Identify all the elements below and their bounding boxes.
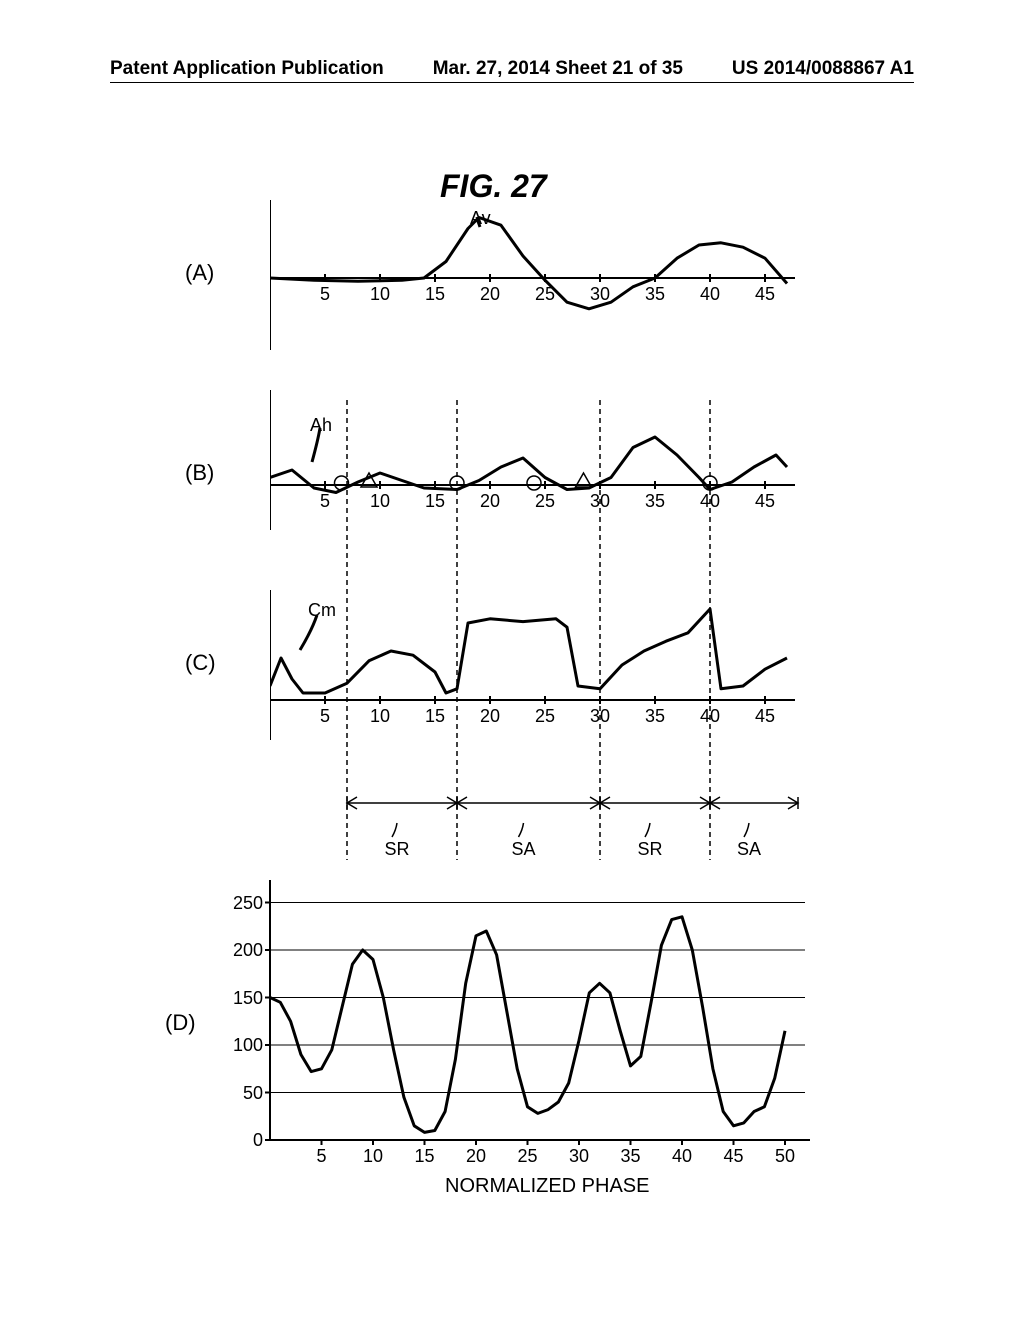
svg-text:15: 15 <box>425 706 445 726</box>
svg-text:30: 30 <box>590 706 610 726</box>
svg-text:30: 30 <box>590 491 610 511</box>
header-center: Mar. 27, 2014 Sheet 21 of 35 <box>433 58 683 80</box>
panel-D-ytick-label: 150 <box>225 988 263 1009</box>
header-right: US 2014/0088867 A1 <box>732 58 914 80</box>
segments-row: SR SA SR SA <box>270 795 830 865</box>
panel-D-curve <box>270 917 785 1133</box>
panel-C-label: (C) <box>185 650 216 676</box>
panel-D-ticks: 5 10 15 20 25 30 35 40 45 50 <box>316 1140 795 1166</box>
panel-A-svg: 51015202530354045 <box>270 200 830 350</box>
svg-text:20: 20 <box>480 284 500 304</box>
svg-text:10: 10 <box>363 1146 383 1166</box>
curve-Cm-leader <box>300 615 317 650</box>
svg-text:10: 10 <box>370 284 390 304</box>
svg-text:SA: SA <box>737 839 761 859</box>
svg-text:35: 35 <box>645 284 665 304</box>
svg-text:45: 45 <box>755 491 775 511</box>
panel-A-label: (A) <box>185 260 214 286</box>
svg-text:45: 45 <box>755 284 775 304</box>
panel-D-ytick-label: 200 <box>225 940 263 961</box>
panel-D-svg: 5 10 15 20 25 30 35 40 45 50 <box>265 880 835 1170</box>
segments-svg: SR SA SR SA <box>270 795 830 865</box>
header-left: Patent Application Publication <box>110 58 384 80</box>
svg-text:10: 10 <box>370 491 390 511</box>
svg-text:50: 50 <box>775 1146 795 1166</box>
svg-text:5: 5 <box>320 491 330 511</box>
svg-text:20: 20 <box>480 491 500 511</box>
curve-Cm <box>270 609 787 693</box>
svg-text:30: 30 <box>569 1146 589 1166</box>
svg-text:30: 30 <box>590 284 610 304</box>
panel-D-label: (D) <box>165 1010 196 1036</box>
svg-text:25: 25 <box>517 1146 537 1166</box>
panel-C: 5 10 15 20 25 30 35 40 45 <box>270 590 830 740</box>
svg-text:40: 40 <box>672 1146 692 1166</box>
svg-text:SR: SR <box>384 839 409 859</box>
svg-text:5: 5 <box>320 284 330 304</box>
svg-text:15: 15 <box>425 284 445 304</box>
svg-text:25: 25 <box>535 706 555 726</box>
svg-text:35: 35 <box>620 1146 640 1166</box>
svg-text:40: 40 <box>700 284 720 304</box>
panel-D-ytick-label: 0 <box>225 1130 263 1151</box>
svg-text:10: 10 <box>370 706 390 726</box>
svg-text:45: 45 <box>755 706 775 726</box>
svg-text:35: 35 <box>645 706 665 726</box>
svg-text:25: 25 <box>535 491 555 511</box>
svg-text:20: 20 <box>466 1146 486 1166</box>
panel-D-ytick-label: 250 <box>225 893 263 914</box>
svg-text:SA: SA <box>511 839 535 859</box>
panel-D-ytick-label: 50 <box>225 1083 263 1104</box>
panel-B-label: (B) <box>185 460 214 486</box>
svg-text:40: 40 <box>700 491 720 511</box>
svg-text:35: 35 <box>645 491 665 511</box>
page-header: Patent Application Publication Mar. 27, … <box>0 58 1024 83</box>
xaxis-label: NORMALIZED PHASE <box>445 1175 649 1198</box>
panel-D-ytick-label: 100 <box>225 1035 263 1056</box>
svg-text:15: 15 <box>425 491 445 511</box>
svg-text:5: 5 <box>316 1146 326 1166</box>
panel-A: 51015202530354045 <box>270 200 830 350</box>
svg-text:15: 15 <box>414 1146 434 1166</box>
svg-text:5: 5 <box>320 706 330 726</box>
panel-C-svg: 5 10 15 20 25 30 35 40 45 <box>270 590 830 740</box>
svg-text:40: 40 <box>700 706 720 726</box>
curve-Ah-leader <box>312 428 320 462</box>
panel-B-svg: 5 10 15 20 25 30 35 40 45 <box>270 390 830 530</box>
svg-text:SR: SR <box>637 839 662 859</box>
svg-text:20: 20 <box>480 706 500 726</box>
panel-B: 5 10 15 20 25 30 35 40 45 <box>270 390 830 530</box>
svg-text:45: 45 <box>723 1146 743 1166</box>
panel-D-grid <box>270 903 805 1093</box>
panel-D: 5 10 15 20 25 30 35 40 45 50 <box>265 880 835 1170</box>
